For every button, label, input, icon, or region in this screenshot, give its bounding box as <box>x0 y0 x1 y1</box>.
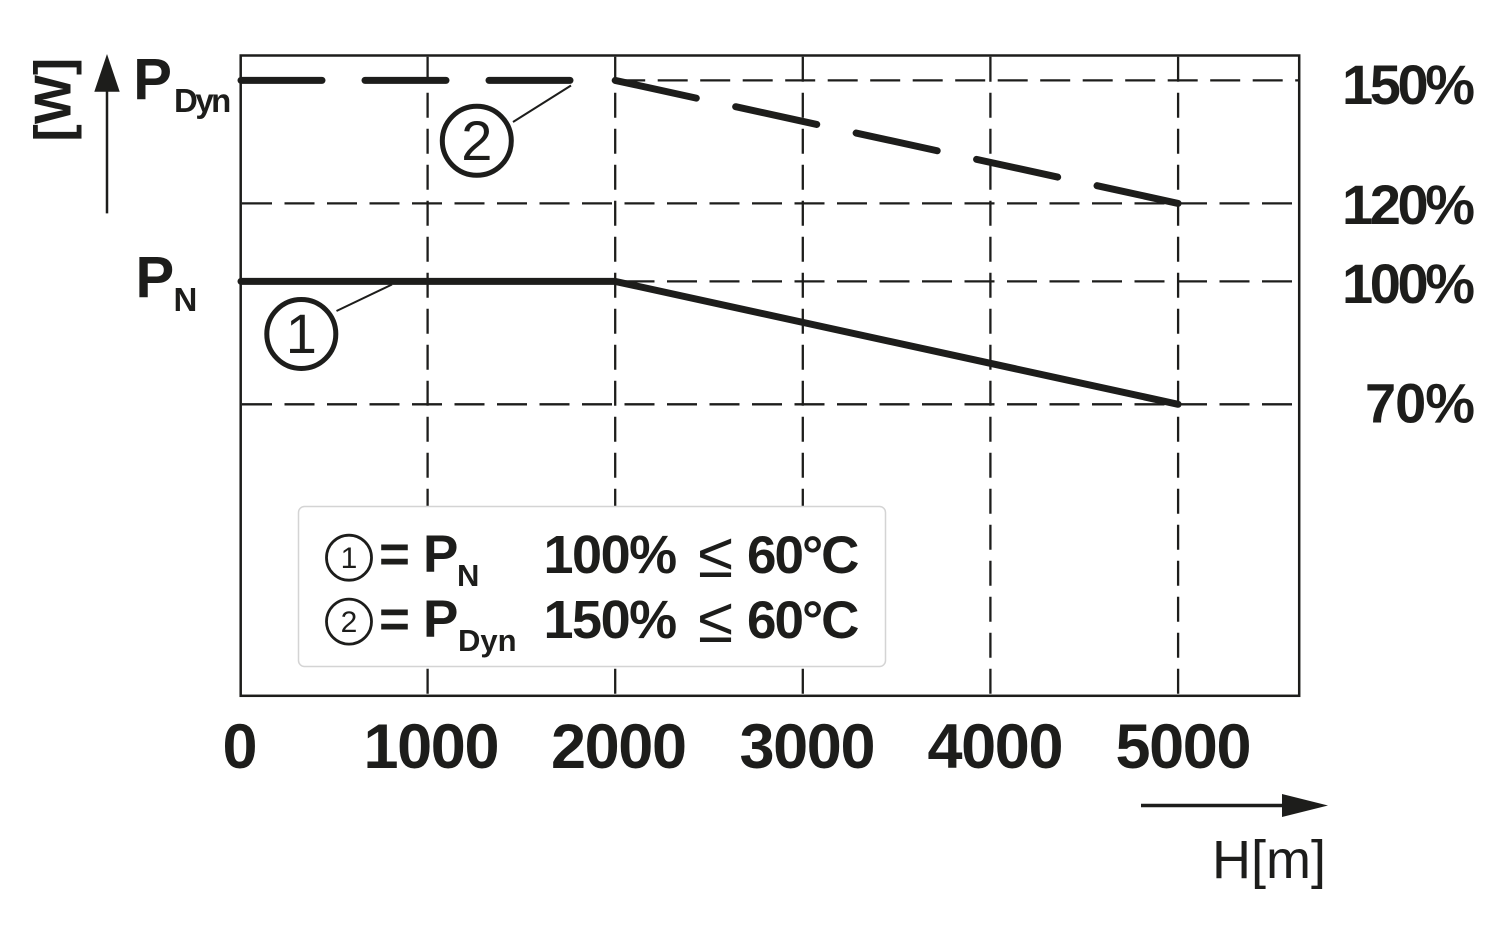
svg-text:100%: 100% <box>1342 252 1475 315</box>
svg-text:2: 2 <box>341 606 358 639</box>
svg-text:N: N <box>174 281 198 318</box>
svg-text:3000: 3000 <box>740 712 876 782</box>
svg-text:P: P <box>423 590 458 649</box>
svg-text:2000: 2000 <box>551 712 687 782</box>
svg-text:1: 1 <box>341 542 358 575</box>
svg-text:1000: 1000 <box>364 712 500 782</box>
svg-text:150%: 150% <box>1342 53 1475 116</box>
svg-text:P: P <box>136 245 175 310</box>
svg-text:N: N <box>457 558 479 593</box>
svg-text:≤: ≤ <box>698 519 733 591</box>
svg-text:120%: 120% <box>1342 173 1475 236</box>
svg-text:P: P <box>423 525 458 584</box>
svg-text:70%: 70% <box>1365 372 1475 435</box>
svg-text:≤: ≤ <box>698 584 733 656</box>
svg-text:100%: 100% <box>544 525 677 585</box>
svg-text:=: = <box>379 590 410 649</box>
svg-text:1: 1 <box>286 302 317 365</box>
svg-text:=: = <box>379 525 410 584</box>
svg-text:[W]: [W] <box>25 58 83 142</box>
svg-text:0: 0 <box>222 712 257 782</box>
svg-text:Dyn: Dyn <box>458 623 517 658</box>
svg-text:60°C: 60°C <box>747 591 858 650</box>
svg-text:Dyn: Dyn <box>174 82 230 119</box>
svg-text:2: 2 <box>461 109 492 172</box>
svg-text:H[m]: H[m] <box>1212 830 1326 890</box>
svg-text:P: P <box>133 47 172 112</box>
svg-text:4000: 4000 <box>928 712 1064 782</box>
svg-text:5000: 5000 <box>1116 712 1252 782</box>
svg-text:150%: 150% <box>544 590 677 650</box>
svg-text:60°C: 60°C <box>747 526 858 585</box>
